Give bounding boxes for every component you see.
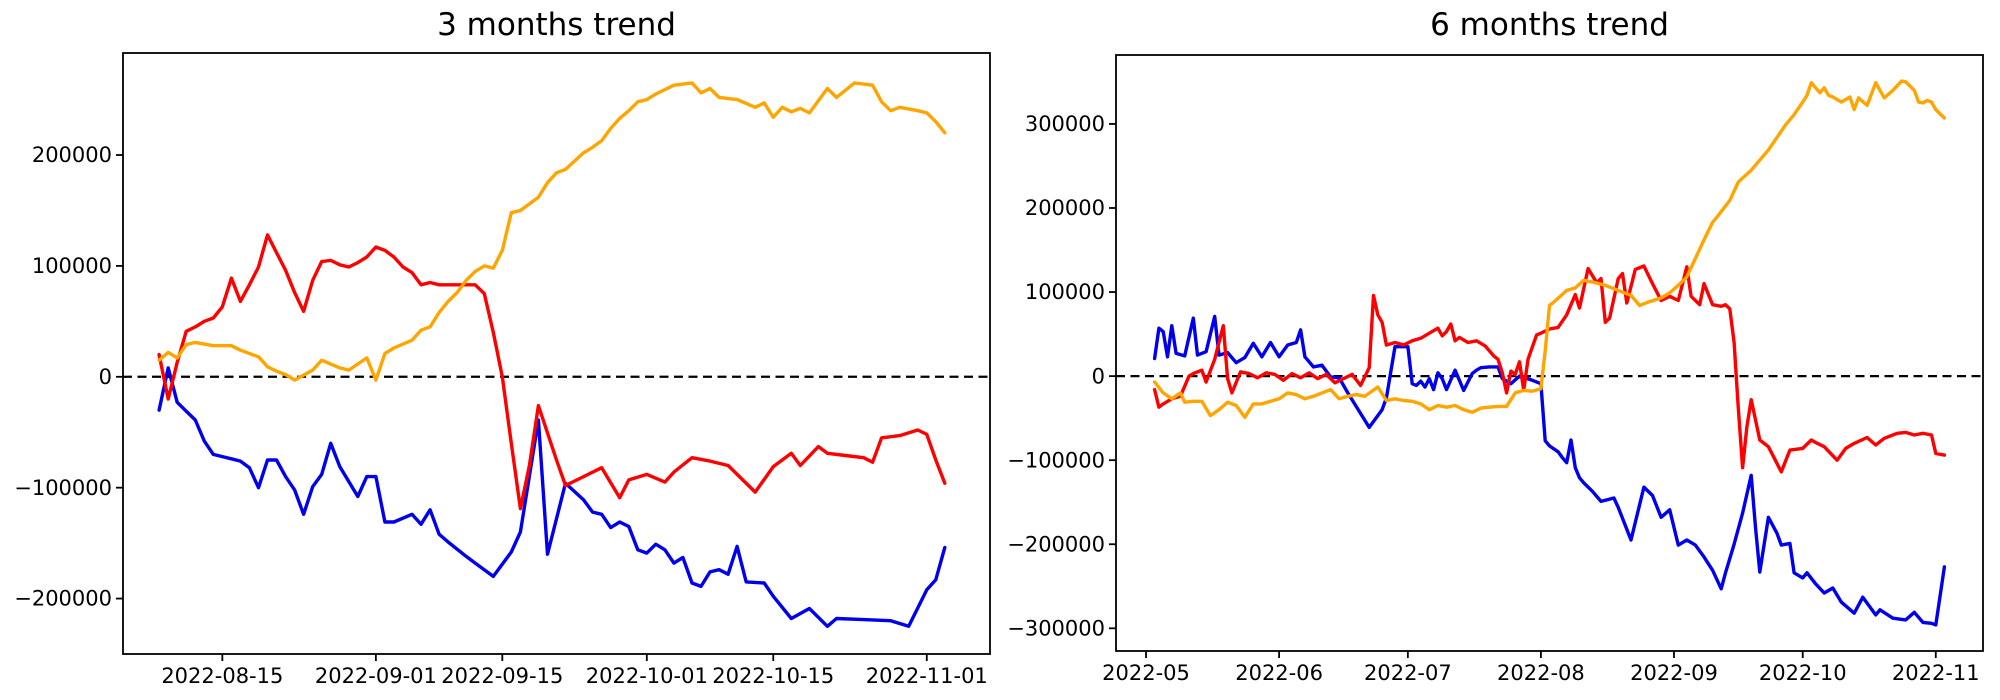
plot-border — [1115, 54, 1984, 652]
x-tick-label: 2022-10 — [1759, 661, 1847, 685]
x-tick-label: 2022-08-15 — [161, 664, 283, 688]
series-line-red — [157, 233, 947, 511]
x-tick-label: 2022-11 — [1892, 661, 1980, 685]
y-tick-label: 200000 — [32, 143, 112, 167]
x-tick-label: 2022-10-15 — [712, 664, 834, 688]
y-tick-label: −200000 — [14, 587, 112, 611]
series-line-orange — [1152, 79, 1947, 419]
y-tick-label: −100000 — [1007, 448, 1105, 472]
y-tick-label: −200000 — [1007, 532, 1105, 556]
chart-title-6-months: 6 months trend — [1430, 7, 1669, 43]
y-tick-label: −100000 — [14, 476, 112, 500]
y-tick-label: 100000 — [1025, 280, 1105, 304]
x-tick-label: 2022-07 — [1364, 661, 1452, 685]
chart-title-3-months: 3 months trend — [437, 7, 676, 43]
y-tick-label: 200000 — [1025, 196, 1105, 220]
x-tick-label: 2022-08 — [1497, 661, 1585, 685]
y-tick-label: 300000 — [1025, 112, 1105, 136]
x-tick-label: 2022-09-15 — [441, 664, 563, 688]
x-tick-label: 2022-09 — [1630, 661, 1718, 685]
x-tick-label: 2022-09-01 — [315, 664, 437, 688]
x-tick-label: 2022-05 — [1102, 661, 1190, 685]
series-line-blue — [1152, 314, 1947, 627]
plot-border — [122, 52, 991, 655]
x-tick-label: 2022-11-01 — [866, 664, 988, 688]
y-tick-label: −300000 — [1007, 616, 1105, 640]
y-tick-label: 0 — [1092, 364, 1105, 388]
series-line-orange — [157, 81, 947, 382]
x-tick-label: 2022-10-01 — [586, 664, 708, 688]
y-tick-label: 100000 — [32, 254, 112, 278]
series-line-blue — [157, 366, 947, 628]
series-line-red — [1152, 264, 1947, 474]
x-tick-label: 2022-06 — [1235, 661, 1323, 685]
y-tick-label: 0 — [99, 365, 112, 389]
